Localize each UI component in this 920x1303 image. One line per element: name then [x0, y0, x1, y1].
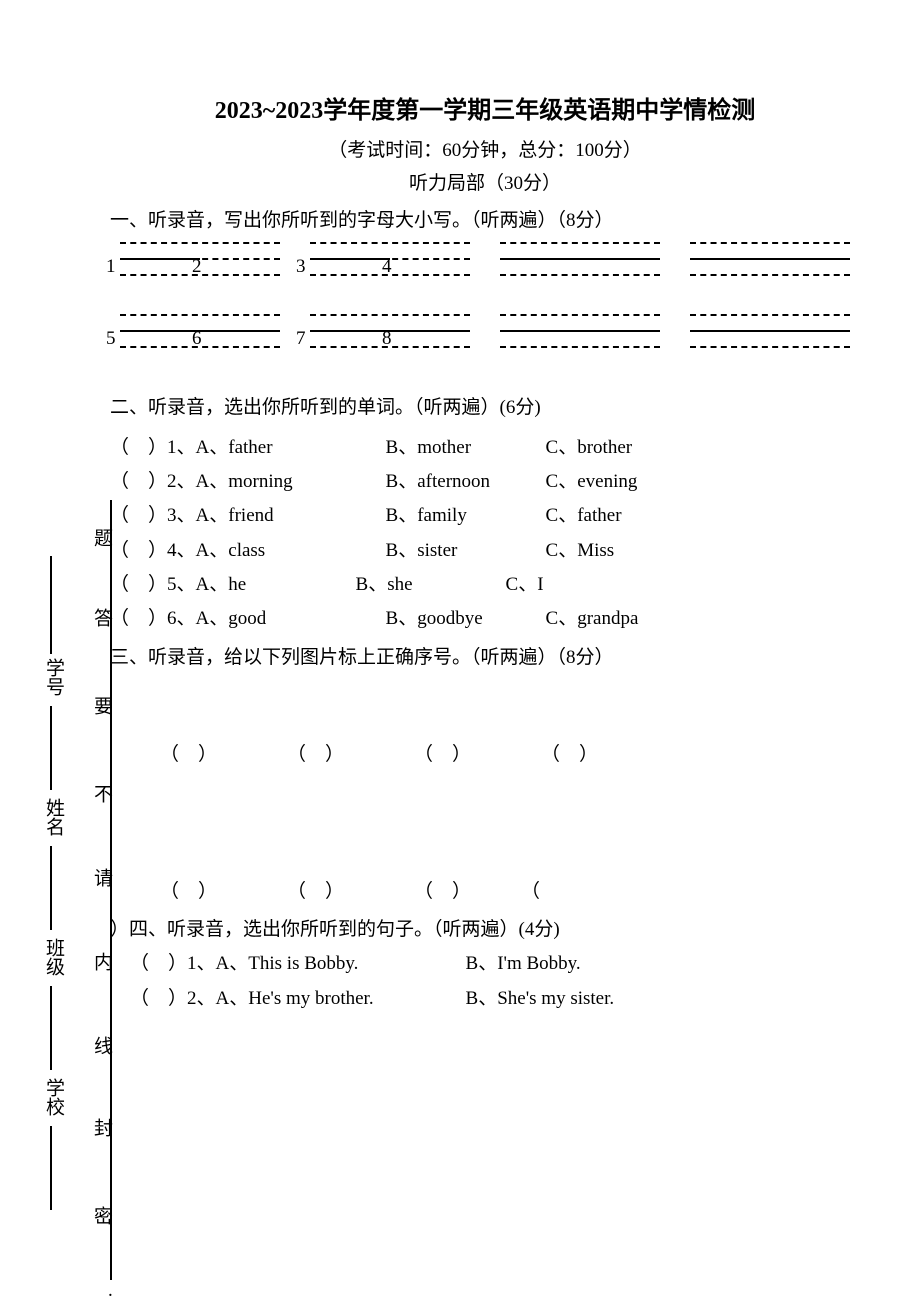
- picture-row-2: （ ） （ ） （ ） （: [160, 876, 860, 903]
- sidebar-dot: .: [108, 1280, 113, 1302]
- writing-slot: [500, 314, 660, 354]
- pic-bracket: （ ）: [541, 739, 598, 766]
- side-char-da: 答: [88, 608, 115, 641]
- writing-slot: [690, 314, 850, 354]
- slot-num-3: 3: [296, 256, 306, 278]
- writing-slot: 3 4: [310, 242, 470, 282]
- pic-bracket: （ ）: [160, 739, 217, 766]
- side-char-nei: 内: [88, 952, 115, 985]
- side-underline-3: [50, 986, 52, 1070]
- section4-instruction-row: ）四、听录音，选出你所听到的句子。（听两遍）(4分): [110, 913, 860, 947]
- writing-row-1: 1 2 3 4: [120, 242, 860, 282]
- side-char-qing: 请: [88, 868, 115, 901]
- listening-header: 听力局部（30分）: [110, 168, 860, 195]
- side-char-mi: 密: [88, 1206, 115, 1239]
- s2-q2: （ ）2、A、morningB、afternoonC、evening: [110, 465, 860, 499]
- side-underline-1b: [50, 706, 52, 790]
- side-label-banji: 班级: [40, 938, 67, 976]
- section2-instruction: 二、听录音，选出你所听到的单词。（听两遍）(6分): [110, 392, 860, 419]
- s2-q5: （ ）5、A、heB、sheC、I: [110, 568, 860, 602]
- s2-q6: （ ）6、A、goodB、goodbyeC、grandpa: [110, 602, 860, 636]
- section4-list: （ ）1、A、This is Bobby.B、I'm Bobby. （ ）2、A…: [130, 947, 860, 1015]
- side-char-xian: 线: [88, 1036, 115, 1069]
- side-underline-2: [50, 846, 52, 930]
- writing-slot: 1 2: [120, 242, 280, 282]
- pic-bracket: （ ）: [287, 739, 344, 766]
- side-char-feng: 封: [88, 1118, 115, 1151]
- slot-num-7: 7: [296, 328, 306, 350]
- side-underline-1: [50, 556, 52, 654]
- slot-num-5: 5: [106, 328, 116, 350]
- pic-bracket: （ ）: [414, 739, 471, 766]
- side-label-xuexiao: 学校: [40, 1078, 67, 1116]
- side-label-xingming: 姓名: [40, 798, 67, 836]
- section2-list: （ ）1、A、fatherB、motherC、brother （ ）2、A、mo…: [110, 431, 860, 636]
- section3-instruction: 三、听录音，给以下列图片标上正确序号。（听两遍）（8分）: [110, 642, 860, 669]
- side-label-xuehao: 学号: [40, 658, 67, 696]
- exam-subtitle: （考试时间：60分钟，总分：100分）: [110, 135, 860, 162]
- s2-q4: （ ）4、A、classB、sisterC、Miss: [110, 534, 860, 568]
- s2-q1: （ ）1、A、fatherB、motherC、brother: [110, 431, 860, 465]
- writing-slot: [500, 242, 660, 282]
- picture-row-1: （ ） （ ） （ ） （ ）: [160, 739, 860, 766]
- side-char-bu: 不: [88, 784, 115, 817]
- writing-slot: 5 6: [120, 314, 280, 354]
- section1-instruction: 一、听录音，写出你所听到的字母大小写。（听两遍）（8分）: [110, 205, 860, 232]
- s4-q1: （ ）1、A、This is Bobby.B、I'm Bobby.: [130, 947, 860, 981]
- slot-num-1: 1: [106, 256, 116, 278]
- writing-row-2: 5 6 7 8: [120, 314, 860, 354]
- sidebar: . 题 答 要 不 请 内 线 封 密 学号 姓名 班级 学校: [32, 0, 112, 1303]
- s4-q2: （ ）2、A、He's my brother.B、She's my sister…: [130, 982, 860, 1016]
- pic-bracket: （ ）: [287, 876, 344, 903]
- writing-slot: [690, 242, 850, 282]
- side-char-yao: 要: [88, 696, 115, 729]
- s2-q3: （ ）3、A、friendB、familyC、father: [110, 499, 860, 533]
- side-char-ti: 题: [88, 528, 115, 561]
- side-underline-4: [50, 1126, 52, 1210]
- pic-bracket: （ ）: [160, 876, 217, 903]
- pic-bracket: （ ）: [414, 876, 471, 903]
- writing-slot: 7 8: [310, 314, 470, 354]
- pic-bracket-open: （: [521, 876, 540, 903]
- page-title: 2023~2023学年度第一学期三年级英语期中学情检测: [110, 90, 860, 125]
